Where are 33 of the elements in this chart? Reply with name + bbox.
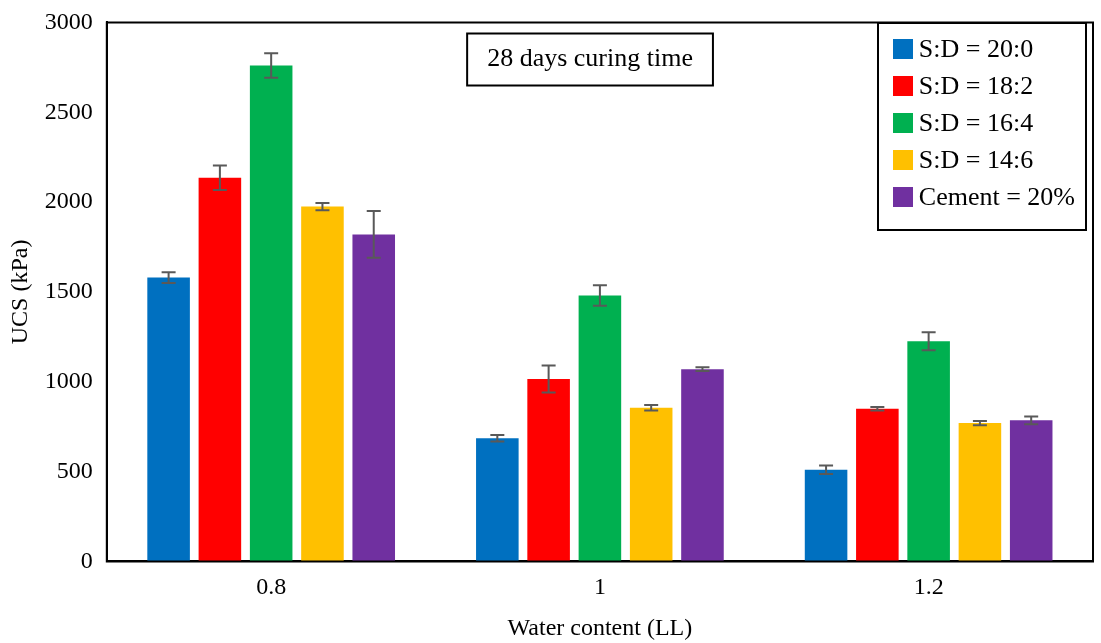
y-tick-label: 1500 — [44, 277, 93, 304]
bar — [578, 295, 622, 562]
bar — [681, 369, 724, 562]
y-tick-label: 2000 — [44, 187, 93, 214]
bar — [804, 469, 848, 562]
legend-label: S:D = 14:6 — [918, 144, 1034, 176]
bar — [629, 407, 673, 562]
y-tick-label: 1000 — [44, 367, 93, 394]
y-tick-label: 0 — [80, 546, 93, 573]
bar — [476, 438, 519, 562]
x-tick-label: 1 — [593, 573, 606, 600]
y-tick-label: 2500 — [44, 97, 93, 124]
bar — [856, 408, 899, 562]
bar — [249, 65, 293, 562]
legend-label: S:D = 16:4 — [918, 107, 1034, 139]
annotation: 28 days curing time — [487, 43, 693, 73]
bar — [958, 423, 1002, 562]
legend-label: Cement = 20% — [918, 181, 1075, 213]
bar — [1009, 420, 1053, 562]
bar — [198, 177, 242, 562]
bar — [352, 234, 396, 562]
bar — [527, 379, 570, 562]
y-tick-label: 3000 — [44, 7, 93, 34]
bar — [301, 206, 344, 562]
bar — [907, 341, 950, 562]
y-axis-title: UCS (kPa) — [5, 239, 32, 345]
legend-label: S:D = 20:0 — [918, 33, 1034, 65]
x-tick-label: 1.2 — [913, 573, 944, 600]
bar — [147, 277, 190, 562]
x-tick-label: 0.8 — [256, 573, 287, 600]
x-axis-title: Water content (LL) — [507, 613, 693, 640]
legend-label: S:D = 18:2 — [918, 70, 1034, 102]
y-tick-label: 500 — [56, 456, 93, 483]
